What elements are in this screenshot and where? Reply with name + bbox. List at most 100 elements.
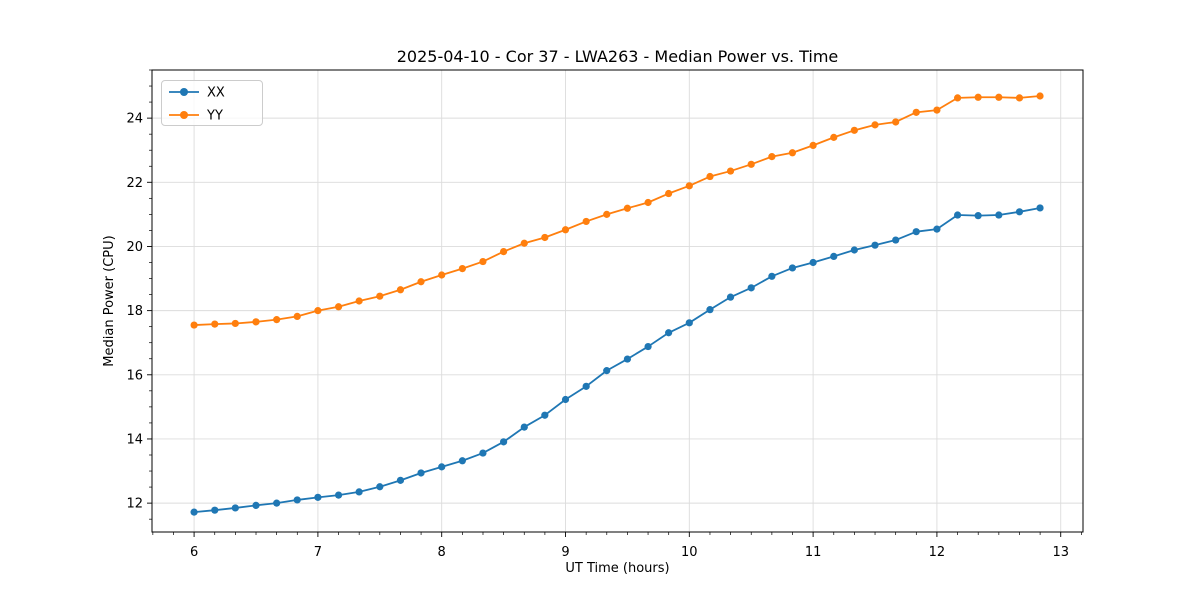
y-tick-label: 22 (126, 176, 143, 191)
data-point-YY (479, 257, 487, 266)
data-point-XX (417, 469, 425, 477)
data-point-XX (561, 395, 570, 404)
data-point-YY (726, 167, 735, 175)
x-tick-label: 12 (929, 545, 946, 560)
data-point-YY (314, 307, 322, 315)
data-point-YY (706, 172, 714, 181)
legend-label: YY (206, 109, 223, 124)
data-point-XX (458, 457, 466, 465)
data-point-XX (892, 236, 900, 244)
data-point-YY (582, 217, 590, 226)
x-tick-label: 11 (805, 545, 822, 560)
data-point-XX (1036, 204, 1044, 212)
data-point-XX (747, 284, 755, 292)
data-point-XX (706, 306, 714, 314)
legend-marker-sample (180, 111, 188, 119)
data-point-YY (933, 106, 941, 114)
y-tick-label: 24 (126, 112, 143, 127)
y-tick-label: 12 (126, 497, 143, 512)
chart-title: 2025-04-10 - Cor 37 - LWA263 - Median Po… (397, 47, 839, 66)
legend-marker-sample (180, 88, 188, 96)
grid-layer (152, 70, 1083, 532)
data-point-YY (665, 189, 673, 198)
data-point-YY (273, 316, 281, 324)
data-point-XX (830, 252, 838, 260)
x-tick-label: 8 (438, 545, 446, 560)
series-line-YY (194, 95, 1041, 326)
data-point-XX (953, 211, 962, 219)
data-point-XX (211, 506, 219, 514)
x-tick-label: 10 (681, 545, 698, 560)
data-point-YY (211, 320, 219, 328)
tick-layer (147, 69, 1082, 537)
data-point-YY (520, 239, 528, 247)
data-point-YY (623, 204, 632, 212)
data-point-YY (458, 265, 466, 273)
data-point-YY (747, 160, 755, 168)
data-point-YY (953, 94, 962, 102)
series-XX (190, 204, 1044, 516)
data-point-XX (582, 382, 590, 390)
data-point-YY (892, 118, 900, 126)
series-line-XX (194, 207, 1041, 514)
data-point-XX (995, 211, 1003, 219)
data-point-YY (850, 126, 858, 134)
y-axis-label: Median Power (CPU) (102, 235, 117, 366)
data-point-XX (273, 499, 281, 507)
data-point-YY (1036, 92, 1044, 100)
data-point-YY (417, 278, 425, 286)
data-point-YY (376, 292, 384, 300)
data-point-XX (912, 228, 920, 236)
data-point-YY (334, 303, 343, 311)
data-point-XX (665, 329, 673, 337)
data-point-YY (396, 286, 405, 294)
plot-border (151, 69, 1084, 533)
data-point-YY (1015, 94, 1024, 102)
data-point-XX (293, 496, 301, 504)
legend-item-YY: YY (169, 109, 223, 124)
data-point-XX (355, 488, 363, 496)
x-axis-label: UT Time (hours) (565, 561, 669, 576)
data-point-YY (685, 182, 693, 190)
data-point-XX (190, 508, 198, 516)
legend: XX YY (161, 80, 263, 126)
data-point-YY (871, 121, 879, 129)
data-point-XX (1015, 208, 1024, 216)
data-point-XX (850, 246, 858, 254)
series-YY (190, 92, 1044, 329)
data-point-XX (623, 355, 632, 363)
data-point-YY (603, 210, 611, 218)
tick-label-layer: 6 7 8 9 10 11 12 13 12 14 16 18 20 22 24 (126, 112, 1069, 560)
data-point-XX (603, 367, 611, 375)
data-point-XX (974, 212, 982, 220)
data-point-XX (768, 272, 776, 280)
data-point-XX (726, 293, 735, 301)
data-point-YY (293, 312, 301, 320)
data-point-XX (479, 449, 487, 457)
data-point-YY (190, 321, 198, 329)
data-point-XX (644, 342, 652, 351)
data-point-XX (334, 491, 343, 499)
data-point-YY (644, 198, 652, 207)
data-point-YY (974, 93, 982, 101)
data-point-YY (438, 271, 446, 279)
legend-label: XX (207, 86, 225, 101)
y-tick-label: 18 (126, 304, 143, 319)
data-point-YY (830, 133, 838, 141)
data-point-XX (871, 241, 879, 249)
data-point-XX (376, 483, 384, 491)
data-point-XX (809, 258, 817, 267)
data-point-YY (541, 233, 549, 242)
data-point-XX (933, 225, 941, 233)
y-tick-label: 20 (126, 240, 143, 255)
data-point-XX (231, 504, 239, 512)
data-point-YY (355, 297, 363, 305)
data-point-XX (685, 319, 693, 327)
x-tick-label: 9 (561, 545, 569, 560)
legend-item-XX: XX (169, 86, 225, 101)
data-point-XX (252, 501, 260, 509)
data-point-YY (561, 226, 570, 234)
y-tick-label: 14 (126, 432, 143, 447)
